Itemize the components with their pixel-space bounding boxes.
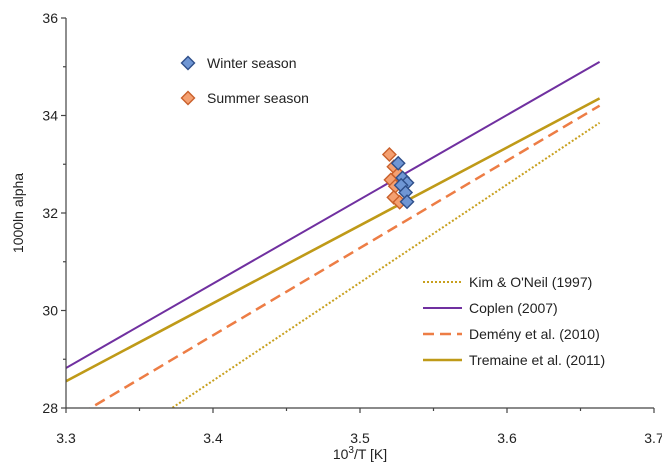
line-series-0 bbox=[170, 121, 601, 408]
x-axis-title-base: 10 bbox=[333, 446, 349, 462]
x-tick-label-3: 3.6 bbox=[497, 430, 517, 446]
point-s1-0 bbox=[381, 147, 397, 162]
legend-marker-scatter-1 bbox=[180, 90, 196, 106]
x-axis-title-unit: /T [K] bbox=[354, 446, 387, 462]
reference-lines bbox=[66, 61, 601, 408]
legend-label-line-1: Coplen (2007) bbox=[469, 300, 558, 316]
legend-label-line-0: Kim & O'Neil (1997) bbox=[469, 274, 592, 290]
y-tick-label-2: 32 bbox=[42, 205, 58, 221]
point-s0-5 bbox=[399, 194, 415, 210]
line-series-1 bbox=[66, 61, 601, 369]
y-axis-title: 1000ln alpha bbox=[10, 173, 26, 253]
x-tick-label-1: 3.4 bbox=[203, 430, 223, 446]
x-axis-title-superscript: 3 bbox=[348, 445, 354, 456]
legend: Winter season Summer season Kim & O'Neil (… bbox=[180, 55, 605, 368]
y-tick-label-3: 34 bbox=[42, 108, 58, 124]
legend-label-line-2: Demény et al. (2010) bbox=[469, 326, 600, 342]
line-series-2 bbox=[88, 104, 601, 408]
legend-marker-scatter-0 bbox=[180, 55, 196, 71]
y-tick-label-1: 30 bbox=[42, 303, 58, 319]
x-tick-label-4: 3.7 bbox=[644, 430, 662, 446]
legend-label-scatter-1: Summer season bbox=[207, 90, 309, 106]
data-points bbox=[381, 147, 415, 210]
y-tick-label-0: 28 bbox=[42, 400, 58, 416]
x-tick-label-2: 3.5 bbox=[350, 430, 370, 446]
y-tick-label-4: 36 bbox=[42, 10, 58, 26]
x-tick-label-0: 3.3 bbox=[56, 430, 76, 446]
line-series-3 bbox=[66, 97, 601, 383]
axes: 3.3 3.4 3.5 3.6 3.7 28 30 32 34 36 bbox=[42, 10, 662, 446]
legend-label-line-3: Tremaine et al. (2011) bbox=[469, 352, 605, 368]
x-axis-title: 103/T [K] bbox=[333, 445, 387, 462]
point-s0-0 bbox=[390, 155, 406, 171]
legend-label-scatter-0: Winter season bbox=[207, 55, 296, 71]
